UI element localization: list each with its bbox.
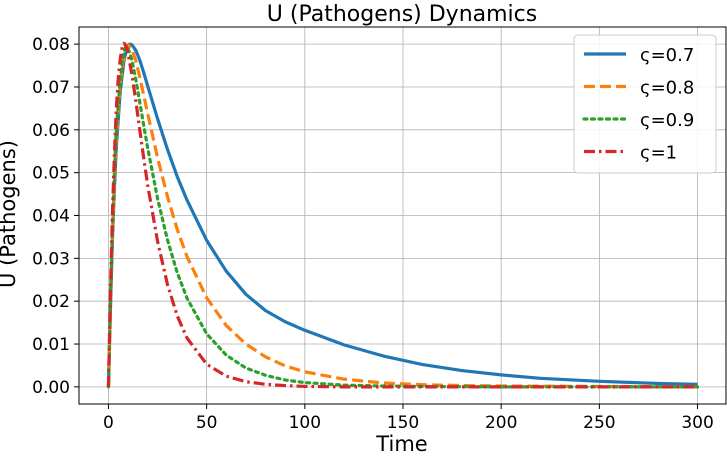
legend-label: ς=0.7 [640,45,694,66]
x-tick-label: 200 [485,413,517,433]
series-lines [106,41,700,389]
x-tick-label: 100 [289,413,321,433]
y-tick-label: 0.05 [32,164,70,184]
x-axis-label: Time [375,432,427,455]
legend-label: ς=0.9 [640,110,694,131]
x-tick-label: 0 [103,413,114,433]
y-tick-label: 0.06 [32,121,70,141]
axis-ticks: 0 50 100 150 200 250 300 0.00 0.01 0.02 0.03 0.04 0.… [32,35,714,433]
y-tick-label: 0.03 [32,249,70,269]
series-line-3 [106,44,700,389]
y-axis-label: U (Pathogens) [0,140,20,288]
legend-label: ς=0.8 [640,78,694,99]
y-tick-label: 0.07 [32,78,70,98]
legend-box [573,34,717,174]
y-tick-label: 0.08 [32,35,70,55]
y-tick-label: 0.00 [32,378,70,398]
x-tick-label: 150 [387,413,419,433]
x-tick-label: 50 [196,413,218,433]
series-line-4 [106,41,698,389]
x-tick-label: 250 [583,413,615,433]
y-tick-label: 0.02 [32,292,70,312]
chart-title: U (Pathogens) Dynamics [267,2,537,27]
y-tick-label: 0.04 [32,207,70,227]
x-tick-label: 300 [681,413,713,433]
legend-label: ς=1 [640,143,677,164]
legend: ς=0.7 ς=0.8 ς=0.9 ς=1 [573,34,717,174]
y-tick-label: 0.01 [32,335,70,355]
